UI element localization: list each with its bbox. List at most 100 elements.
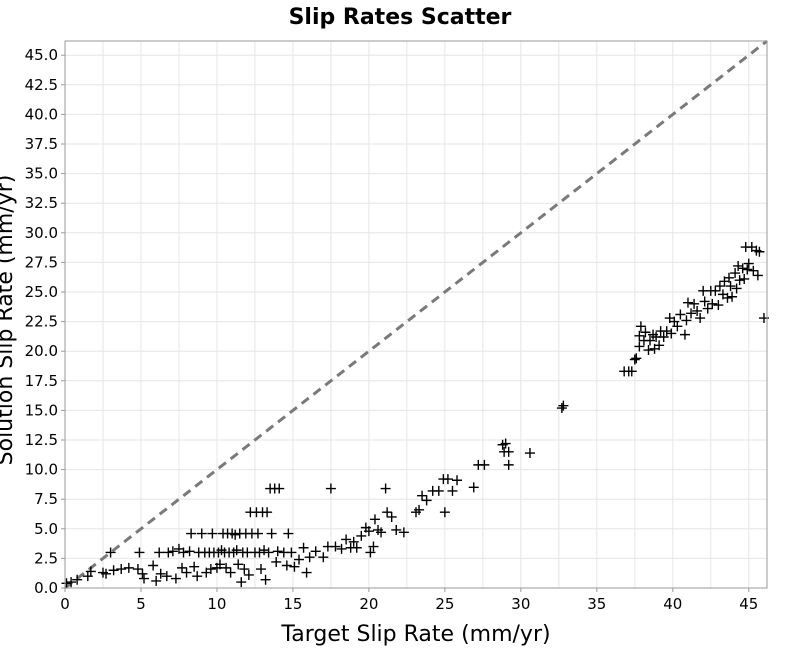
data-point [170, 573, 181, 584]
x-tick-label: 15 [283, 595, 302, 613]
data-point [421, 495, 432, 506]
data-point [447, 485, 458, 496]
plot-frame [64, 40, 768, 589]
data-point [376, 527, 387, 538]
x-tick-label: 40 [663, 595, 682, 613]
data-point [699, 296, 710, 307]
data-point [351, 542, 362, 553]
data-point [679, 329, 690, 340]
data-point [178, 547, 189, 558]
y-tick-label: 5.0 [34, 520, 58, 538]
data-point [105, 547, 116, 558]
data-point [414, 504, 425, 515]
data-point [702, 303, 713, 314]
data-point [645, 335, 655, 346]
data-point [725, 281, 736, 292]
data-point [433, 485, 444, 496]
y-tick-label: 30.0 [25, 224, 58, 242]
data-point [330, 541, 341, 552]
y-tick-label: 7.5 [34, 490, 58, 508]
y-tick-label: 32.5 [25, 194, 58, 212]
data-point [734, 275, 745, 286]
data-point [682, 297, 693, 308]
y-tick-label: 37.5 [25, 135, 58, 153]
data-point [365, 547, 376, 558]
data-point [230, 529, 241, 540]
data-point [743, 258, 754, 269]
data-point [643, 345, 654, 356]
data-point [479, 459, 490, 470]
data-point [661, 326, 672, 337]
data-point [503, 446, 514, 457]
data-point [658, 331, 669, 342]
x-tick-label: 10 [207, 595, 226, 613]
data-point [635, 321, 646, 332]
y-axis: 0.0 2.5 5.0 7.5 10.0 12.5 15.0 17.5 20.0 22.5 25.0… [25, 46, 65, 597]
data-point [236, 577, 247, 588]
data-point [151, 575, 162, 586]
data-point [272, 546, 283, 557]
data-point [304, 552, 315, 563]
y-tick-label: 42.5 [25, 76, 58, 94]
data-point [380, 483, 391, 494]
x-tick-label: 30 [511, 595, 530, 613]
y-tick-label: 2.5 [34, 549, 58, 567]
data-point [722, 292, 733, 303]
data-point [733, 260, 744, 271]
data-point [348, 536, 359, 547]
data-point [391, 524, 402, 535]
data-point [417, 490, 428, 501]
data-point [500, 438, 511, 449]
data-point [154, 547, 165, 558]
data-point [167, 546, 178, 557]
data-point [262, 507, 273, 518]
y-tick-label: 40.0 [25, 105, 58, 123]
data-point [654, 340, 665, 351]
data-point [123, 562, 134, 573]
data-point [148, 560, 159, 571]
data-point [336, 543, 347, 554]
data-point [310, 546, 321, 557]
data-point [731, 283, 742, 294]
data-point [186, 528, 197, 539]
data-point [742, 264, 753, 275]
data-point [686, 308, 697, 319]
x-tick-label: 0 [60, 595, 70, 613]
data-point [274, 483, 285, 494]
identity-line [64, 39, 768, 590]
data-point [626, 366, 637, 377]
data-point [629, 354, 640, 365]
data-point [259, 545, 270, 556]
data-point [452, 475, 463, 486]
data-point [666, 328, 677, 339]
data-point [252, 528, 263, 539]
data-point [325, 483, 336, 494]
data-point [196, 528, 207, 539]
data-point [672, 321, 683, 332]
data-point [66, 577, 77, 588]
data-point [239, 564, 250, 575]
data-point [730, 268, 741, 279]
data-point [256, 564, 267, 575]
data-point [254, 547, 265, 558]
data-point [184, 546, 195, 557]
data-point [189, 561, 200, 572]
data-point [681, 315, 692, 326]
data-point [108, 565, 119, 576]
data-point [85, 566, 96, 577]
y-tick-label: 45.0 [25, 46, 58, 64]
x-tick-label: 35 [587, 595, 606, 613]
y-tick-label: 20.0 [25, 342, 58, 360]
y-tick-label: 10.0 [25, 461, 58, 479]
data-point [689, 298, 700, 309]
data-point [398, 527, 409, 538]
chart-title: Slip Rates Scatter [289, 5, 512, 30]
data-point [556, 403, 567, 414]
y-tick-label: 15.0 [25, 401, 58, 419]
y-tick-label: 25.0 [25, 283, 58, 301]
data-point [640, 327, 651, 338]
data-point [631, 353, 642, 364]
y-tick-label: 35.0 [25, 165, 58, 183]
data-point [271, 556, 282, 567]
data-point [281, 560, 292, 571]
